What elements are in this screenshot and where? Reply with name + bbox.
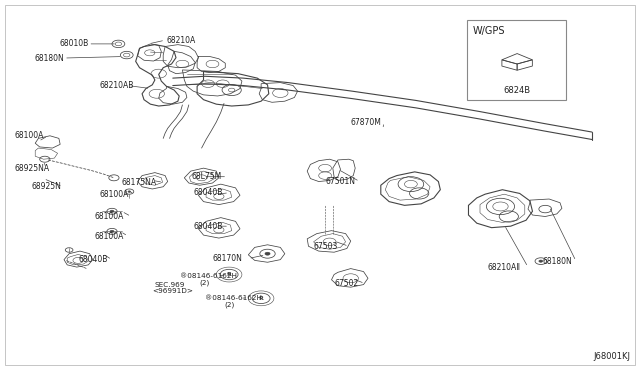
Text: 68210A: 68210A <box>166 36 196 45</box>
Circle shape <box>128 191 131 192</box>
Circle shape <box>539 260 543 262</box>
Text: 68175NA: 68175NA <box>122 178 157 187</box>
Text: R: R <box>259 296 264 301</box>
Text: 68180N: 68180N <box>35 54 64 62</box>
Circle shape <box>110 230 114 232</box>
Text: 68100A: 68100A <box>95 232 124 241</box>
Text: 68170N: 68170N <box>212 254 243 263</box>
Text: 67501N: 67501N <box>325 177 355 186</box>
Text: 67870M: 67870M <box>351 118 381 126</box>
Text: R: R <box>227 272 232 277</box>
Text: ®08146-6162H: ®08146-6162H <box>205 295 262 301</box>
Text: 68210AⅡ: 68210AⅡ <box>488 263 521 272</box>
Text: 68180N: 68180N <box>543 257 572 266</box>
Text: 68925NA: 68925NA <box>14 164 49 173</box>
Text: (2): (2) <box>200 279 210 286</box>
Text: 68925N: 68925N <box>32 182 62 191</box>
Text: W/GPS: W/GPS <box>472 26 505 35</box>
Text: 68040B: 68040B <box>193 222 223 231</box>
Text: SEC.969: SEC.969 <box>155 282 185 288</box>
Text: <96991D>: <96991D> <box>152 288 193 294</box>
Text: 68040B: 68040B <box>193 188 223 197</box>
Circle shape <box>110 210 114 212</box>
Text: 68010B: 68010B <box>59 39 88 48</box>
Text: 68210AB: 68210AB <box>99 81 134 90</box>
Circle shape <box>265 252 270 255</box>
Text: (2): (2) <box>224 302 234 308</box>
Text: 6824B: 6824B <box>504 86 531 94</box>
Text: 67503: 67503 <box>314 242 338 251</box>
Text: 68040B: 68040B <box>78 255 108 264</box>
Text: 68100A: 68100A <box>14 131 44 140</box>
Text: 68L75M: 68L75M <box>192 172 222 181</box>
Text: 68100A: 68100A <box>95 212 124 221</box>
Text: J68001KJ: J68001KJ <box>593 352 630 361</box>
Text: 68100A: 68100A <box>99 190 129 199</box>
Text: ®08146-6162H: ®08146-6162H <box>180 273 237 279</box>
FancyBboxPatch shape <box>467 20 566 100</box>
Text: 67502: 67502 <box>334 279 358 288</box>
